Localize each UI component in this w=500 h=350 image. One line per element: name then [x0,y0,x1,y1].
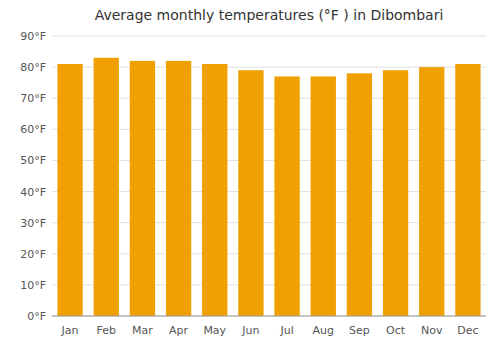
chart-container: Average monthly temperatures (°F ) in Di… [0,0,500,350]
y-tick-label: 80°F [20,61,46,74]
bar [274,76,299,316]
bar [455,64,480,316]
y-tick-label: 10°F [20,279,46,292]
bar [202,64,227,316]
y-tick-label: 70°F [20,92,46,105]
bar [130,61,155,316]
bar [311,76,336,316]
x-tick-label: Apr [169,324,189,337]
chart: Average monthly temperatures (°F ) in Di… [0,0,500,350]
x-tick-label: Oct [386,324,406,337]
x-tick-label: Jun [241,324,259,337]
y-tick-label: 30°F [20,217,46,230]
y-tick-label: 90°F [20,30,46,43]
bar [94,58,119,316]
x-tick-label: Dec [457,324,478,337]
x-axis-line [52,316,486,317]
title: Average monthly temperatures (°F ) in Di… [95,7,444,23]
grid-line [52,316,486,317]
y-tick-label: 60°F [20,123,46,136]
y-tick-label: 0°F [27,310,46,323]
x-tick-label: Jan [61,324,79,337]
bar [347,73,372,316]
x-tick-label: Jul [279,324,293,337]
bars [57,58,480,316]
bar [238,70,263,316]
grid-line [52,36,486,37]
x-tick-label: Sep [349,324,370,337]
y-tick-label: 20°F [20,248,46,261]
x-tick-label: Aug [313,324,334,337]
bar [166,61,191,316]
grid [52,36,486,316]
x-tick-label: May [203,324,226,337]
y-tick-label: 50°F [20,154,46,167]
x-tick-label: Feb [97,324,116,337]
bar [57,64,82,316]
x-tick-label: Nov [421,324,443,337]
x-tick-label: Mar [132,324,153,337]
bar [419,67,444,316]
y-tick-label: 40°F [20,186,46,199]
bar [383,70,408,316]
